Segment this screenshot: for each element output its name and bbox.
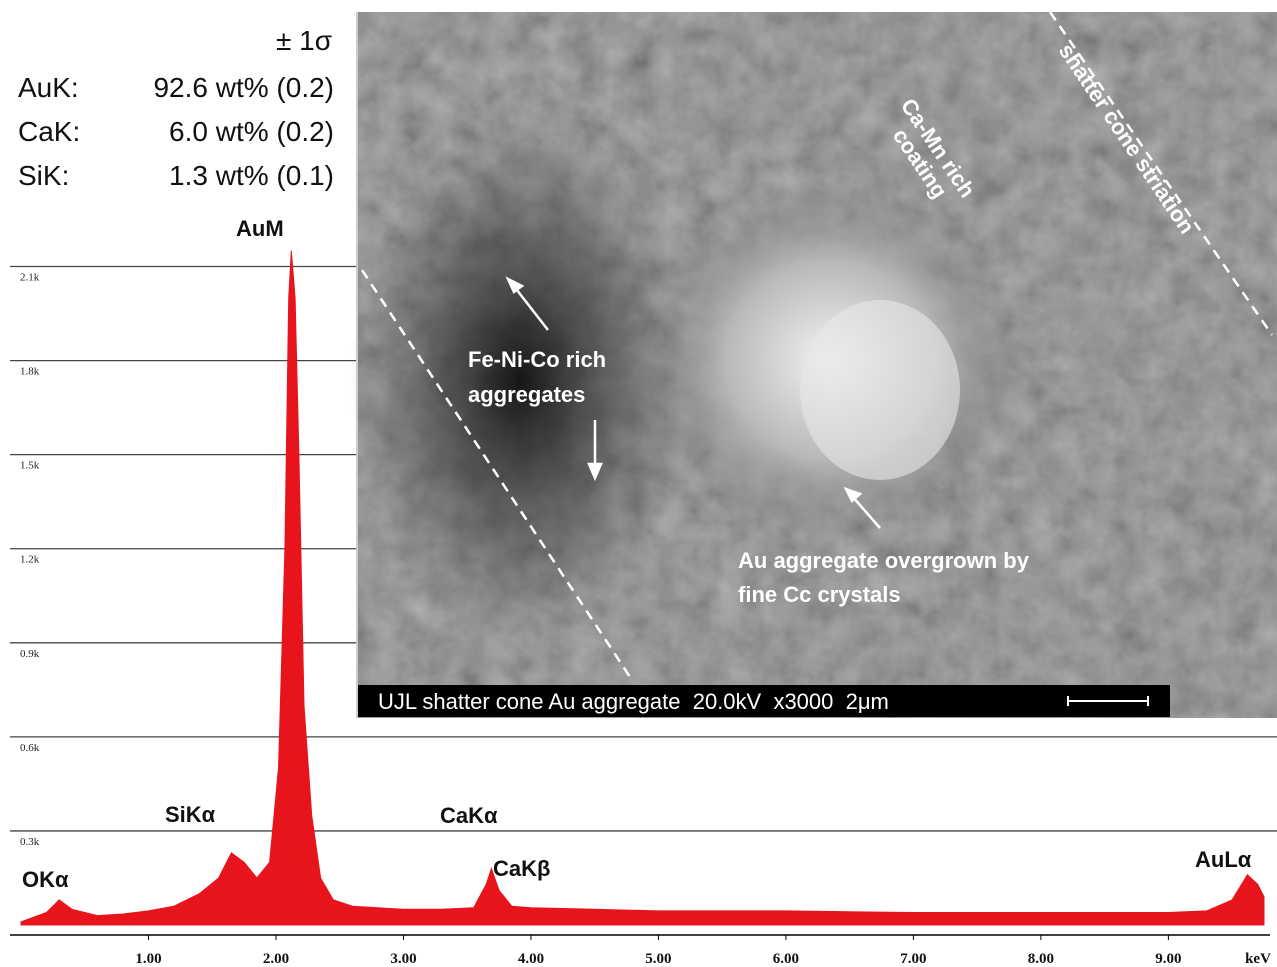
composition-header: ± 1σ (276, 25, 332, 56)
y-tick-label: 1.2k (20, 554, 40, 566)
x-tick-label: 1.00 (135, 951, 161, 967)
composition-value: 1.3 wt% (0.1) (169, 160, 334, 191)
peak-label: SiKα (165, 802, 216, 827)
composition-value: 6.0 wt% (0.2) (169, 116, 334, 147)
sem-highlight (800, 300, 960, 480)
x-tick-label: 4.00 (518, 951, 544, 967)
x-tick-label: 6.00 (773, 951, 799, 967)
composition-value: 92.6 wt% (0.2) (153, 72, 334, 103)
y-tick-label: 0.3k (20, 836, 40, 848)
y-tick-label: 2.1k (20, 272, 40, 284)
composition-element: AuK: (18, 72, 79, 103)
chart: 0.3k 0.6k 0.9k 1.2k 1.5k 1.8k 2.1k Ca-Mn rich … (0, 0, 1277, 967)
sem-image: Ca-Mn rich coating shatter cone striatio… (350, 12, 1277, 718)
peak-label: CaKβ (493, 856, 550, 881)
sem-shadow (350, 120, 690, 640)
peak-label: CaKα (440, 803, 498, 828)
y-tick-label: 0.6k (20, 742, 40, 754)
composition-element: SiK: (18, 160, 69, 191)
composition-element: CaK: (18, 116, 80, 147)
y-tick-label: 1.8k (20, 366, 40, 378)
sem-label: fine Cc crystals (738, 582, 901, 607)
x-axis-label: keV (1245, 951, 1271, 967)
x-tick-label: 3.00 (390, 951, 416, 967)
x-tick-label: 7.00 (900, 951, 926, 967)
y-tick-label: 1.5k (20, 460, 40, 472)
y-tick-label: 0.9k (20, 648, 40, 660)
x-tick-label: 5.00 (645, 951, 671, 967)
peak-label: AuLα (1195, 847, 1252, 872)
sem-label: Au aggregate overgrown by (738, 548, 1030, 573)
peak-label: OKα (22, 867, 69, 892)
sem-label: aggregates (468, 382, 585, 407)
x-tick-label: 8.00 (1028, 951, 1054, 967)
x-tick-label: 9.00 (1155, 951, 1181, 967)
caption: UJL shatter cone Au aggregate 20.0kV x30… (378, 689, 889, 714)
x-tick-label: 2.00 (263, 951, 289, 967)
peak-label: AuM (236, 216, 284, 241)
sem-label: Fe-Ni-Co rich (468, 347, 606, 372)
